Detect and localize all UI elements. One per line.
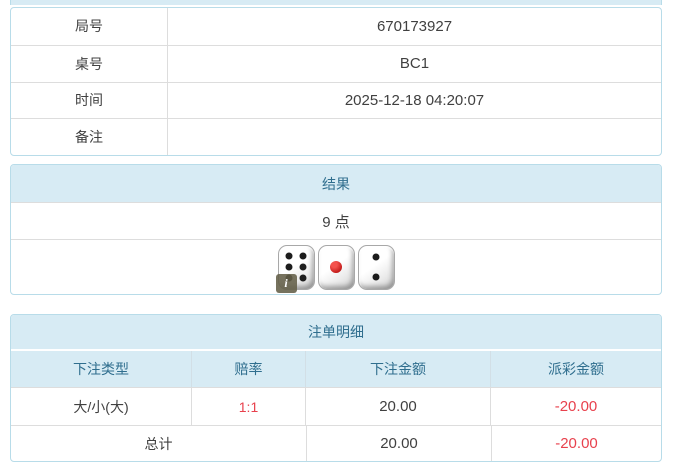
total-bet-amount: 20.00	[307, 426, 492, 461]
total-row: 总计 20.00 -20.00	[11, 425, 661, 461]
result-points: 9 点	[11, 202, 661, 239]
table-id-label: 桌号	[11, 45, 168, 82]
dice-group: i	[11, 239, 661, 294]
bet-details-panel: 注单明细 下注类型 赔率 下注金额 派彩金额 大/小(大) 1:1 20.00 …	[10, 314, 662, 462]
die-pip	[285, 252, 293, 260]
die-pip	[299, 252, 307, 260]
game-info-table: 局号 670173927 桌号 BC1 时间 2025-12-18 04:20:…	[10, 7, 662, 156]
die-pip	[330, 261, 342, 273]
bet-type-value: 大/小(大)	[11, 388, 192, 425]
die-6: i	[275, 244, 315, 293]
die-pip	[285, 263, 293, 271]
table-row: 时间 2025-12-18 04:20:07	[11, 81, 661, 119]
bet-table-header: 下注类型 赔率 下注金额 派彩金额	[11, 349, 661, 387]
col-bet-type: 下注类型	[11, 351, 192, 387]
total-label: 总计	[11, 426, 307, 461]
bet-amount-value: 20.00	[306, 388, 491, 425]
round-id-label: 局号	[11, 8, 168, 45]
result-title: 结果	[11, 165, 661, 202]
odds-value: 1:1	[192, 388, 306, 425]
die-pip	[299, 263, 307, 271]
col-payout: 派彩金额	[491, 351, 661, 387]
table-row: 桌号 BC1	[11, 44, 661, 82]
die-pip	[372, 253, 380, 261]
table-row: 大/小(大) 1:1 20.00 -20.00	[11, 387, 661, 425]
die-2	[357, 244, 395, 290]
total-payout: -20.00	[555, 435, 598, 452]
die-pip	[299, 274, 307, 282]
remark-label: 备注	[11, 119, 168, 155]
col-odds: 赔率	[192, 351, 306, 387]
payout-value: -20.00	[554, 398, 598, 415]
remark-value	[168, 119, 661, 155]
round-id-value: 670173927	[376, 17, 453, 35]
die-pip	[372, 273, 380, 281]
time-value: 2025-12-18 04:20:07	[344, 91, 485, 109]
die-1	[317, 244, 355, 290]
col-bet-amount: 下注金额	[306, 351, 491, 387]
table-row: 局号 670173927	[11, 8, 661, 45]
bet-details-title: 注单明细	[11, 315, 661, 349]
time-label: 时间	[11, 82, 168, 119]
table-id-value: BC1	[399, 55, 430, 73]
table-row: 备注	[11, 118, 661, 155]
info-badge-icon[interactable]: i	[275, 273, 297, 293]
result-panel: 结果 9 点 i	[10, 164, 662, 295]
cutoff-header-strip	[10, 0, 662, 5]
